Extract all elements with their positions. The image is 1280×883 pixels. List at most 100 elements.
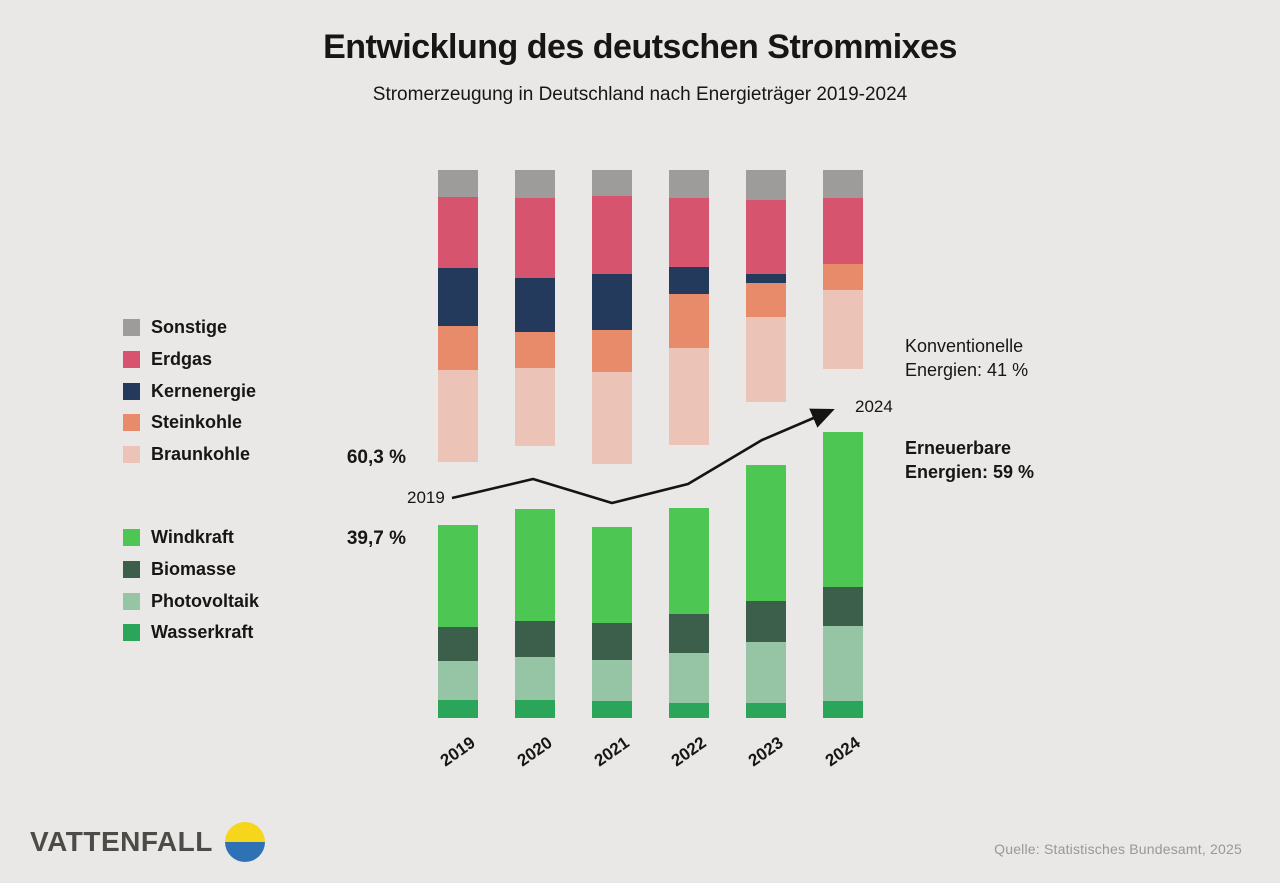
legend-label: Photovoltaik [151, 590, 260, 611]
bar-2019-photovoltaik [438, 661, 478, 701]
bar-2022-biomasse [669, 613, 709, 653]
bar-2024-photovoltaik [823, 625, 863, 702]
conventional-share-2019-label: 60,3 % [346, 447, 406, 468]
bar-2020-erdgas [515, 197, 555, 278]
bar-2022-steinkohle [669, 294, 709, 349]
legend-item-braunkohle: Braunkohle [123, 439, 256, 471]
bar-2020-windkraft [515, 509, 555, 621]
wasserkraft-swatch-icon [123, 624, 140, 642]
page-subtitle: Stromerzeugung in Deutschland nach Energ… [372, 84, 908, 105]
bar-2023-windkraft [746, 464, 786, 601]
bar-2021-wasserkraft [592, 701, 632, 718]
bar-2019-erdgas [438, 196, 478, 268]
bar-2022-sonstige [669, 170, 709, 199]
bar-2024-wasserkraft [823, 701, 863, 718]
bar-2021-erdgas [592, 196, 632, 274]
bar-2021-braunkohle [592, 371, 632, 465]
bar-2023-biomasse [746, 600, 786, 643]
bar-2020-biomasse [515, 621, 555, 657]
vattenfall-logo-icon [224, 822, 265, 862]
bar-2023-sonstige [746, 170, 786, 201]
bar-2022-braunkohle [669, 348, 709, 446]
bar-2022-wasserkraft [669, 703, 709, 718]
bar-2020-steinkohle [515, 332, 555, 368]
x-tick-2021: 2021 [590, 732, 633, 771]
legend-item-erdgas: Erdgas [123, 344, 256, 376]
bar-2022-kernenergie [669, 266, 709, 295]
bar-2020-braunkohle [515, 367, 555, 447]
bar-2023-photovoltaik [746, 642, 786, 704]
legend-item-kernenergie: Kernenergie [123, 375, 256, 407]
bar-2024-erdgas [823, 197, 863, 264]
bar-2020-sonstige [515, 170, 555, 198]
legend-item-wasserkraft: Wasserkraft [123, 617, 259, 649]
bar-2024-sonstige [823, 170, 863, 198]
legend-conventional-energies: Sonstige Erdgas Kernenergie Steinkohle Braun… [123, 312, 256, 470]
conventional-callout: Konventionelle Energien: 41 % [905, 334, 1028, 382]
bar-2023-wasserkraft [746, 703, 786, 718]
biomasse-swatch-icon [123, 561, 140, 579]
bar-2022-windkraft [669, 508, 709, 614]
legend-label: Windkraft [151, 527, 234, 548]
bar-2024-braunkohle [823, 290, 863, 369]
vattenfall-logo-text: VATTENFALL [30, 826, 213, 857]
legend-renewable-energies: Windkraft Biomasse Photovoltaik Wasserkraft [123, 522, 259, 649]
erdgas-swatch-icon [123, 351, 140, 369]
bar-2019-sonstige [438, 170, 478, 197]
page-title: Entwicklung des deutschen Strommixes [323, 28, 957, 66]
bar-2019-windkraft [438, 525, 478, 628]
bar-2020-kernenergie [515, 277, 555, 333]
windkraft-swatch-icon [123, 529, 140, 547]
legend-item-windkraft: Windkraft [123, 522, 259, 554]
x-tick-2022: 2022 [667, 732, 710, 771]
bar-2023-erdgas [746, 200, 786, 275]
renewable-callout-line1: Erneuerbare [905, 438, 1012, 458]
bar-2023-kernenergie [746, 274, 786, 283]
braunkohle-swatch-icon [123, 446, 140, 464]
bar-2023-braunkohle [746, 317, 786, 402]
renewable-callout-line2: Energien: 59 % [905, 462, 1035, 482]
bar-2021-sonstige [592, 170, 632, 197]
sonstige-swatch-icon [123, 319, 140, 337]
arrow-end-year-label: 2024 [855, 397, 893, 416]
bar-2019-biomasse [438, 627, 478, 662]
x-tick-2024: 2024 [821, 732, 864, 771]
legend-item-sonstige: Sonstige [123, 312, 256, 344]
bar-2019-steinkohle [438, 325, 478, 371]
bar-2019-braunkohle [438, 370, 478, 463]
legend-label: Wasserkraft [151, 622, 254, 643]
conventional-callout-line1: Konventionelle [905, 336, 1024, 356]
conventional-callout-line2: Energien: 41 % [905, 360, 1029, 380]
photovoltaik-swatch-icon [123, 592, 140, 610]
bar-2021-photovoltaik [592, 659, 632, 702]
legend-label: Kernenergie [151, 380, 257, 401]
bar-2019-wasserkraft [438, 700, 478, 718]
x-tick-2020: 2020 [513, 732, 556, 771]
arrow-start-year-label: 2019 [407, 488, 445, 507]
legend-item-photovoltaik: Photovoltaik [123, 585, 259, 617]
bar-2021-kernenergie [592, 273, 632, 330]
x-tick-2019: 2019 [436, 732, 479, 771]
legend-label: Erdgas [151, 349, 213, 370]
legend-label: Biomasse [151, 559, 237, 580]
source-credit: Quelle: Statistisches Bundesamt, 2025 [994, 841, 1242, 857]
vattenfall-logo: VATTENFALL [30, 822, 265, 862]
bar-2024-biomasse [823, 587, 863, 626]
bar-2021-biomasse [592, 623, 632, 660]
bar-2021-windkraft [592, 527, 632, 624]
bar-2022-erdgas [669, 198, 709, 267]
bar-2019-kernenergie [438, 267, 478, 326]
kernenergie-swatch-icon [123, 382, 140, 400]
bar-2021-steinkohle [592, 329, 632, 372]
bar-2024-steinkohle [823, 263, 863, 291]
x-tick-2023: 2023 [744, 732, 787, 771]
legend-label: Steinkohle [151, 412, 243, 433]
steinkohle-swatch-icon [123, 414, 140, 432]
bar-2024-windkraft [823, 431, 863, 588]
legend-item-steinkohle: Steinkohle [123, 407, 256, 439]
legend-label: Sonstige [151, 317, 228, 338]
legend-label: Braunkohle [151, 444, 251, 465]
bar-2020-wasserkraft [515, 700, 555, 718]
bar-2022-photovoltaik [669, 652, 709, 704]
